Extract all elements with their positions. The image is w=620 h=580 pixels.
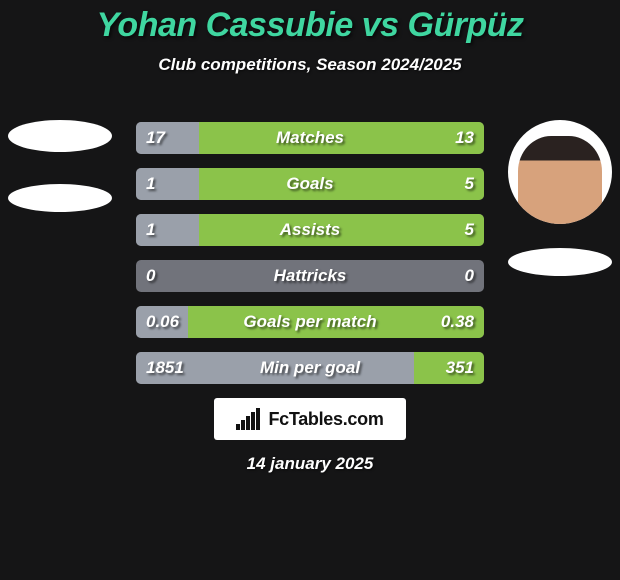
date-label: 14 january 2025 bbox=[247, 454, 374, 474]
stat-value-left: 0.06 bbox=[146, 312, 179, 332]
stat-value-right: 351 bbox=[446, 358, 474, 378]
stat-label: Min per goal bbox=[260, 358, 360, 378]
logo-mini-bar bbox=[251, 412, 255, 430]
stat-value-right: 0.38 bbox=[441, 312, 474, 332]
stat-row: 1 Assists 5 bbox=[136, 214, 484, 246]
title-vs: vs bbox=[353, 6, 408, 44]
stat-bar-right bbox=[199, 214, 484, 246]
footer-logo: FcTables.com bbox=[214, 398, 406, 440]
page-title: Yohan Cassubie vs Gürpüz bbox=[97, 6, 524, 45]
logo-bars-icon bbox=[236, 408, 264, 430]
stat-row: 0 Hattricks 0 bbox=[136, 260, 484, 292]
stat-label: Matches bbox=[276, 128, 344, 148]
stat-value-left: 17 bbox=[146, 128, 165, 148]
stat-value-left: 1851 bbox=[146, 358, 184, 378]
player-right bbox=[508, 120, 612, 276]
footer-logo-text: FcTables.com bbox=[268, 409, 383, 430]
avatar-left bbox=[8, 120, 112, 152]
stat-value-right: 5 bbox=[465, 174, 474, 194]
stat-row: 1 Goals 5 bbox=[136, 168, 484, 200]
stat-bar-right bbox=[199, 168, 484, 200]
title-right: Gürpüz bbox=[408, 6, 524, 44]
logo-mini-bar bbox=[246, 416, 250, 430]
stat-value-right: 13 bbox=[455, 128, 474, 148]
stat-label: Hattricks bbox=[274, 266, 347, 286]
content-root: Yohan Cassubie vs Gürpüz Club competitio… bbox=[0, 0, 620, 580]
club-badge-left bbox=[8, 184, 112, 212]
stat-row: 17 Matches 13 bbox=[136, 122, 484, 154]
stat-value-left: 0 bbox=[146, 266, 155, 286]
stat-value-right: 5 bbox=[465, 220, 474, 240]
stat-label: Goals per match bbox=[243, 312, 376, 332]
subtitle: Club competitions, Season 2024/2025 bbox=[158, 55, 461, 75]
stat-label: Goals bbox=[286, 174, 333, 194]
stat-label: Assists bbox=[280, 220, 340, 240]
stat-value-left: 1 bbox=[146, 174, 155, 194]
logo-mini-bar bbox=[241, 420, 245, 430]
avatar-right-face bbox=[518, 136, 601, 224]
title-left: Yohan Cassubie bbox=[97, 6, 353, 44]
comparison-bars: 17 Matches 13 1 Goals 5 1 Assists 5 0 Hattricks 0 0.… bbox=[136, 122, 484, 398]
club-badge-right bbox=[508, 248, 612, 276]
avatar-right bbox=[508, 120, 612, 224]
logo-mini-bar bbox=[256, 408, 260, 430]
stat-value-right: 0 bbox=[465, 266, 474, 286]
stat-value-left: 1 bbox=[146, 220, 155, 240]
player-left bbox=[8, 120, 112, 212]
logo-mini-bar bbox=[236, 424, 240, 430]
stat-row: 1851 Min per goal 351 bbox=[136, 352, 484, 384]
stat-row: 0.06 Goals per match 0.38 bbox=[136, 306, 484, 338]
